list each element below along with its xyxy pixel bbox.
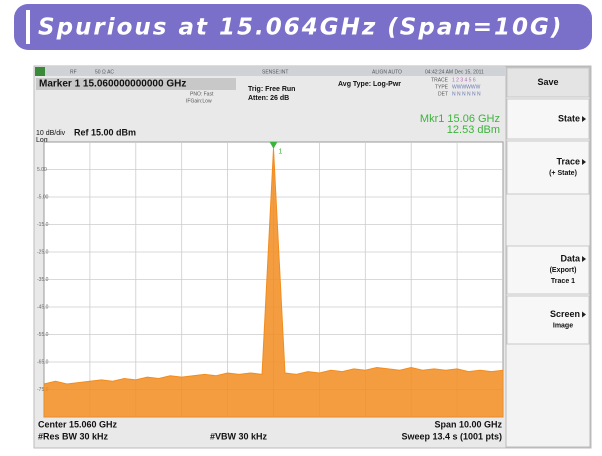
trig: Trig: Free Run [248,86,295,93]
type-label: TYPE [435,84,449,90]
softkey-label: Trace [556,156,580,166]
status-align: ALIGN AUTO [372,69,402,75]
marker-id: 1 [279,149,283,156]
det-val: N N N N N N [452,91,481,97]
status-clock: 04:42:24 AM Dec 15, 2011 [425,69,484,75]
y-tick-label: -55.0 [37,332,49,338]
banner-title: Spurious at 15.064GHz (Span=10G) [38,15,563,41]
y-tick-label: -15.0 [37,222,49,228]
log: Log [36,137,48,144]
y-tick-label: -5.00 [37,194,49,200]
status-rf: RF [70,69,77,75]
trace-nums: 1 2 3 4 5 6 [452,77,476,83]
y-tick-label: -35.0 [37,277,49,283]
trace-area [44,148,503,418]
softkey-label: (+ State) [549,170,577,177]
ref-level: Ref 15.00 dBm [74,127,136,137]
y-tick-label: -65.0 [37,359,49,365]
banner [14,4,592,50]
softkey[interactable] [506,245,590,295]
footer-span: Span 10.00 GHz [434,419,502,429]
softkey-label: Trace 1 [551,278,575,285]
status-sense: SENSE:INT [262,69,288,75]
softkey-label: Screen [550,309,580,319]
ifgain: IFGain:Low [186,98,212,104]
softkey [506,67,590,98]
softkey-arrow [582,159,586,165]
status-icon [35,67,45,76]
marker-label: Marker 1 15.060000000000 GHz [39,79,186,90]
marker-box [36,78,236,90]
atten: Atten: 26 dB [248,95,289,102]
y-tick-label: -45.0 [37,304,49,310]
banner-bar [26,10,30,44]
softkey-label: Image [553,322,573,329]
footer-sweep: Sweep 13.4 s (1001 pts) [401,431,502,441]
y-tick-label: 5.00 [37,167,47,173]
softkey-label: Data [560,253,581,263]
y-tick-label: -75.0 [37,387,49,393]
softkey-label: State [558,113,580,123]
footer-center: Center 15.060 GHz [38,419,118,429]
footer-vbw: #VBW 30 kHz [210,431,268,441]
softkey-label: Save [537,77,558,87]
softkey-label: (Export) [550,267,577,274]
pno: PNO: Fast [190,91,214,97]
softkey[interactable] [506,98,590,140]
scale: 10 dB/div [36,130,66,137]
trace: 1 [43,141,504,418]
footer-rbw: #Res BW 30 kHz [38,431,109,441]
det-label: DET [438,91,448,97]
softkey-arrow [582,256,586,262]
avg-type: Avg Type: Log-Pwr [338,81,401,88]
status-bar [35,67,505,76]
softkey-arrow [582,116,586,122]
softkey[interactable] [506,295,590,345]
softkeys: Save State Trace (+ State) Data (Export) Trace… [506,67,590,345]
type-val: WWWWWW [452,84,481,90]
marker-readout-x: Mkr1 15.06 GHz [420,113,500,125]
softkey-arrow [582,311,586,318]
marker-triangle [269,141,278,149]
y-tick-label: -25.0 [37,249,49,255]
marker-readout-y: 12.53 dBm [447,124,500,136]
softkey[interactable] [506,140,590,195]
trace-label: TRACE [431,77,449,83]
status-input: 50 Ω AC [95,69,114,75]
